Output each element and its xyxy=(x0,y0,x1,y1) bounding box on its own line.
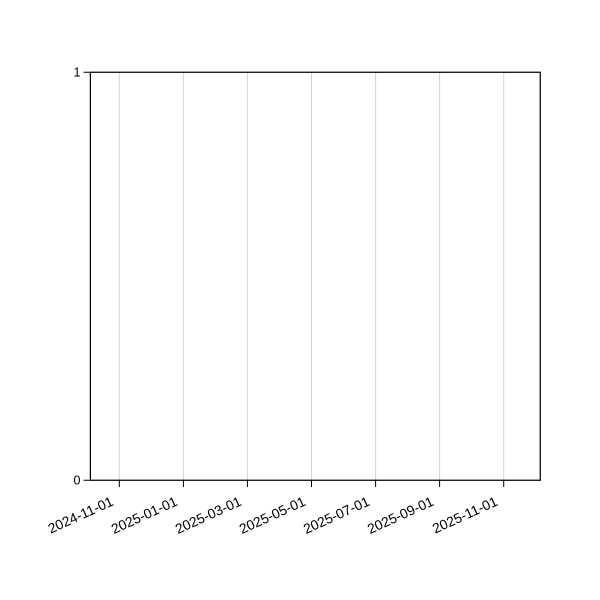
svg-text:2025-03-01: 2025-03-01 xyxy=(173,493,244,537)
svg-text:1: 1 xyxy=(74,66,81,80)
svg-text:2024-11-01: 2024-11-01 xyxy=(45,493,115,537)
svg-text:2025-01-01: 2025-01-01 xyxy=(109,493,180,537)
svg-text:2025-07-01: 2025-07-01 xyxy=(301,493,372,537)
svg-text:2025-11-01: 2025-11-01 xyxy=(430,493,500,537)
svg-text:2025-09-01: 2025-09-01 xyxy=(365,493,436,537)
svg-text:0: 0 xyxy=(74,474,81,488)
svg-text:2025-05-01: 2025-05-01 xyxy=(237,493,308,537)
